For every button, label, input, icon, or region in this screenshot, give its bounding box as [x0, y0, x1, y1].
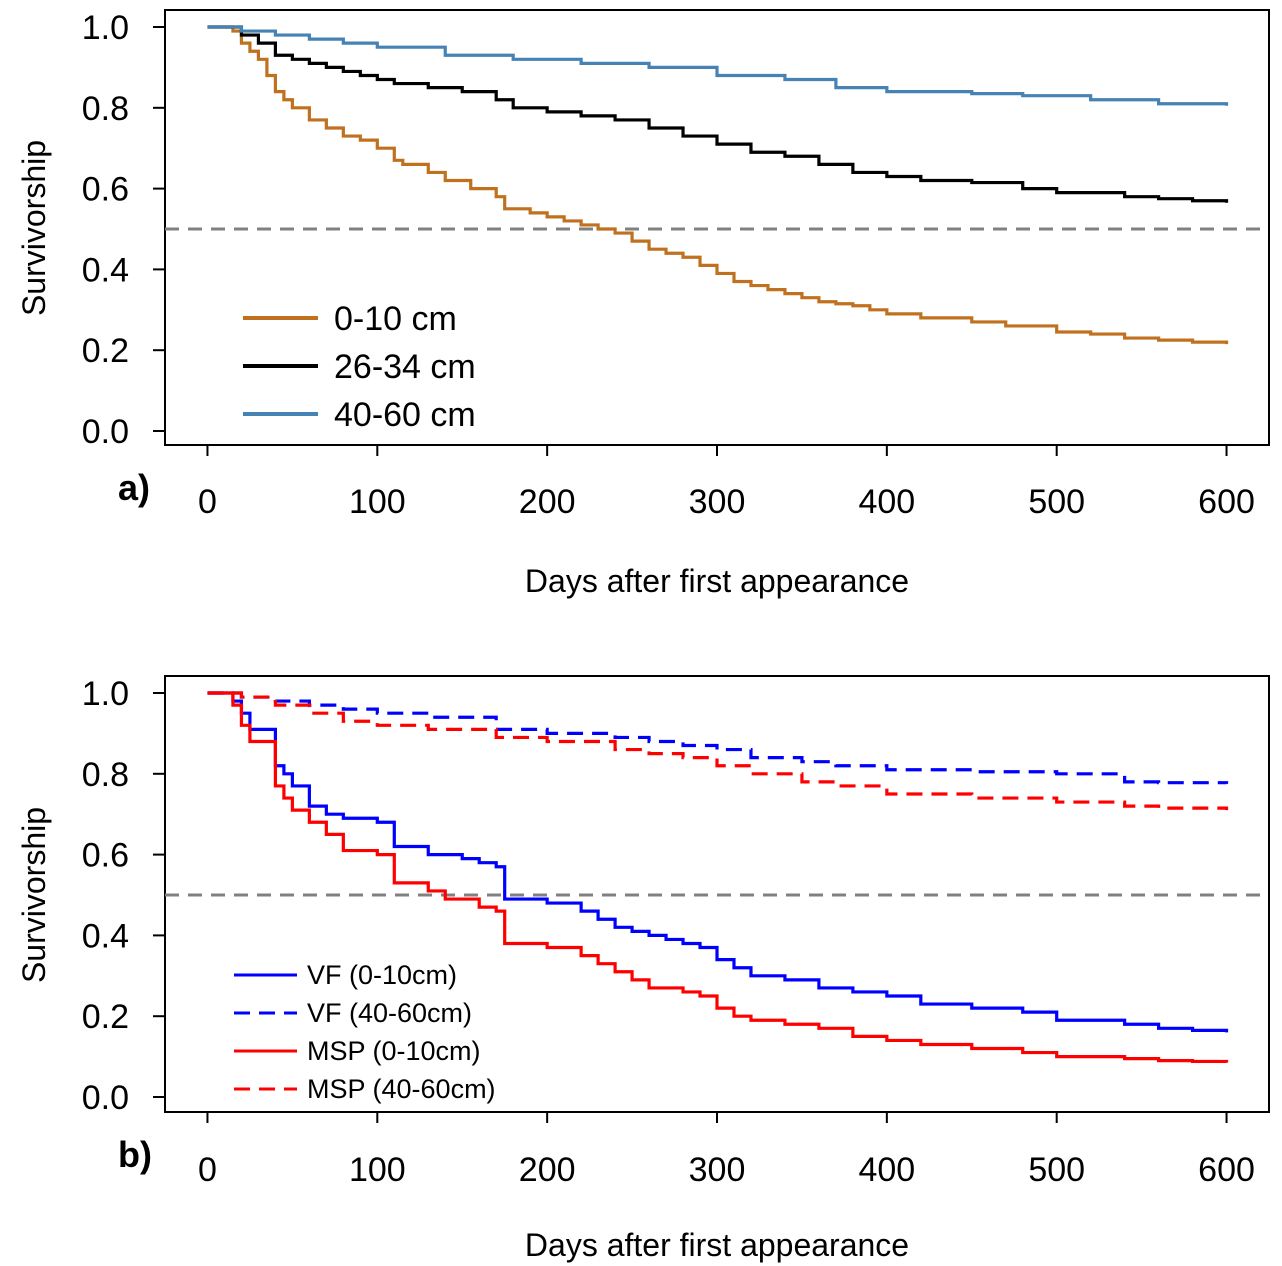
y-tick-label: 0.2 [82, 332, 129, 370]
y-tick-label: 0.8 [82, 756, 129, 794]
legend-label: VF (40-60cm) [307, 998, 472, 1028]
x-tick-label: 100 [349, 1151, 406, 1189]
y-tick-label: 0.6 [82, 837, 129, 875]
y-tick-label: 0.4 [82, 917, 129, 955]
legend-label: 26-34 cm [334, 348, 476, 386]
series-line [207, 691, 1229, 1064]
x-tick-label: 500 [1028, 1151, 1085, 1189]
x-tick-label: 100 [349, 483, 406, 521]
series-line [207, 691, 1229, 785]
x-tick-label: 200 [519, 483, 576, 521]
y-tick-label: 1.0 [82, 9, 129, 47]
y-tick-label: 0.0 [82, 413, 129, 451]
x-tick-label: 400 [858, 1151, 915, 1189]
series-line [207, 691, 1229, 1033]
y-tick-label: 0.0 [82, 1079, 129, 1117]
x-tick-label: 600 [1198, 483, 1255, 521]
legend-label: 40-60 cm [334, 396, 476, 434]
x-tick-label: 400 [858, 483, 915, 521]
chart-marks: 0 100 200 300 400 500 600 0.0 0.2 0.4 0.6 0.8 1.0 0-1… [82, 9, 1269, 521]
series-line [207, 25, 1229, 106]
legend-label: MSP (0-10cm) [307, 1036, 481, 1066]
panel-b: 0 100 200 300 400 500 600 0.0 0.2 0.4 0.6 0.8 1.0 VF … [16, 675, 1270, 1263]
legend-label: MSP (40-60cm) [307, 1074, 496, 1104]
y-tick-label: 0.4 [82, 251, 129, 289]
x-axis-title: Days after first appearance [525, 563, 909, 599]
y-tick-label: 0.6 [82, 171, 129, 209]
y-axis-title: Survivorship [16, 140, 52, 316]
x-tick-label: 300 [689, 1151, 746, 1189]
y-tick-label: 1.0 [82, 675, 129, 713]
series-line [207, 25, 1229, 203]
series-line [207, 691, 1229, 811]
legend-label: 0-10 cm [334, 300, 457, 338]
panel-label: b) [118, 1134, 152, 1175]
x-tick-label: 500 [1028, 483, 1085, 521]
y-axis-title: Survivorship [16, 807, 52, 983]
y-tick-label: 0.2 [82, 998, 129, 1036]
panel-a: 0 100 200 300 400 500 600 0.0 0.2 0.4 0.6 0.8 1.0 0-1… [16, 9, 1270, 599]
series-line [207, 25, 1229, 345]
x-axis-title: Days after first appearance [525, 1227, 909, 1263]
x-tick-label: 0 [198, 1151, 217, 1189]
legend-label: VF (0-10cm) [307, 960, 457, 990]
x-tick-label: 300 [689, 483, 746, 521]
x-tick-label: 200 [519, 1151, 576, 1189]
chart-marks: 0 100 200 300 400 500 600 0.0 0.2 0.4 0.6 0.8 1.0 VF … [82, 675, 1269, 1189]
x-tick-label: 0 [198, 483, 217, 521]
x-tick-label: 600 [1198, 1151, 1255, 1189]
panel-label: a) [118, 467, 150, 508]
y-tick-label: 0.8 [82, 90, 129, 128]
